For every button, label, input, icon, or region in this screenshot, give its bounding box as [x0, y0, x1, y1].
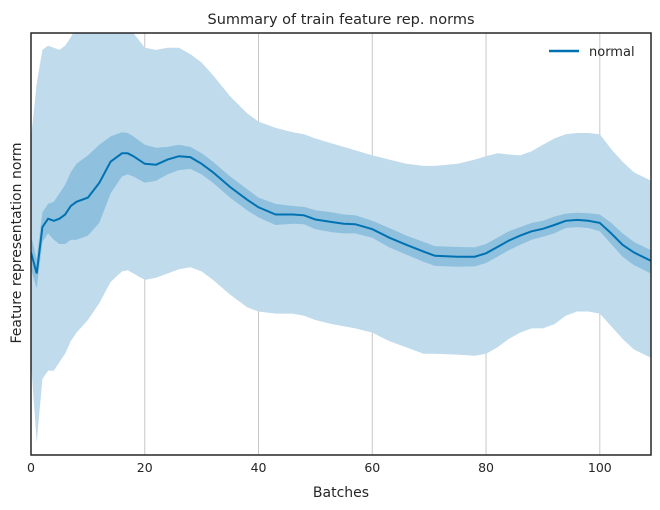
plot-frame	[30, 32, 652, 456]
series-line-normal	[31, 152, 651, 274]
outer-band	[31, 33, 651, 443]
x-tick-label-20: 20	[137, 460, 153, 475]
x-axis-ticks: 0 20 40 60 80 100	[27, 460, 612, 475]
inner-band	[31, 132, 651, 289]
y-axis-label: Feature representation norm	[9, 142, 25, 343]
x-tick-label-100: 100	[588, 460, 612, 475]
x-tick-label-0: 0	[27, 460, 35, 475]
legend: normal	[549, 45, 635, 60]
chart-title: Summary of train feature rep. norms	[207, 12, 474, 28]
x-tick-label-60: 60	[364, 460, 380, 475]
legend-label-normal: normal	[589, 45, 635, 60]
x-axis-label: Batches	[313, 485, 369, 501]
x-tick-label-40: 40	[251, 460, 267, 475]
x-tick-label-80: 80	[478, 460, 494, 475]
